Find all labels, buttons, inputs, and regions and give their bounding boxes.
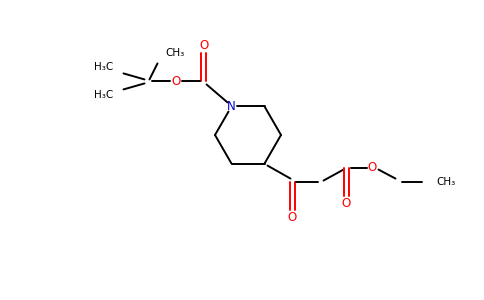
Text: CH₃: CH₃: [166, 48, 185, 59]
Text: CH₃: CH₃: [437, 177, 456, 187]
Text: H₃C: H₃C: [94, 90, 114, 100]
Text: O: O: [199, 39, 208, 52]
Text: O: O: [171, 75, 180, 88]
Text: H₃C: H₃C: [94, 62, 114, 72]
Text: O: O: [368, 161, 377, 174]
Text: O: O: [288, 211, 297, 224]
Text: O: O: [342, 197, 351, 210]
Text: N: N: [227, 100, 236, 113]
